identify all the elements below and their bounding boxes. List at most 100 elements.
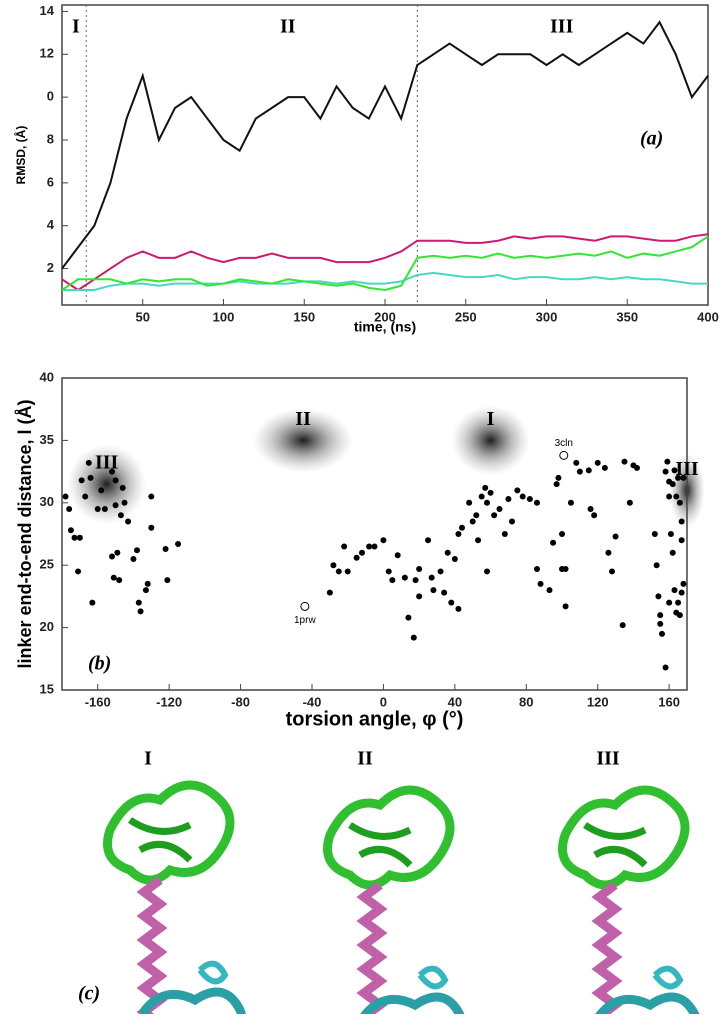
x-axis-label: time, (ns) (354, 319, 416, 335)
scatter-point (410, 634, 417, 641)
scatter-point (496, 506, 503, 513)
scatter-point (655, 593, 662, 600)
scatter-point (676, 612, 683, 619)
x-tick-label: 350 (616, 309, 638, 324)
x-tick-label: 50 (136, 309, 150, 324)
scatter-point (585, 467, 592, 474)
scatter-point (573, 459, 580, 466)
scatter-point (67, 527, 74, 534)
scatter-point (430, 587, 437, 594)
scatter-point (142, 587, 149, 594)
scatter-point (98, 487, 105, 494)
y-tick-label: 4 (47, 217, 55, 232)
x-tick-label: -120 (156, 694, 182, 709)
scatter-point (669, 549, 676, 556)
scatter-point (89, 599, 96, 606)
structure-I (108, 785, 243, 1014)
scatter-point (455, 605, 462, 612)
scatter-point (621, 458, 628, 465)
scatter-point (125, 518, 132, 525)
scatter-point (437, 568, 444, 575)
scatter-point (371, 543, 378, 550)
scatter-point (412, 577, 419, 584)
scatter-point (676, 499, 683, 506)
scatter-point (509, 518, 515, 525)
scatter-point (466, 499, 473, 506)
scatter-point (330, 562, 337, 569)
scatter-point (576, 468, 583, 475)
scatter-point (601, 464, 608, 471)
reference-point (300, 601, 310, 611)
scatter-point (112, 477, 119, 484)
scatter-point (109, 553, 115, 560)
y-tick-label: 6 (47, 174, 54, 189)
x-tick-label: 0 (380, 694, 387, 709)
scatter-point (121, 499, 128, 506)
scatter-point (137, 608, 144, 615)
scatter-point (341, 543, 348, 550)
scatter-point (678, 518, 685, 525)
scatter-point (550, 539, 557, 546)
scatter-point (619, 622, 626, 629)
scatter-point (87, 474, 94, 481)
scatter-point (605, 549, 612, 556)
scatter-point (657, 612, 664, 619)
scatter-point (559, 531, 565, 537)
reference-label: 1prw (294, 615, 316, 626)
scatter-point (71, 534, 78, 541)
scatter-point (519, 493, 526, 500)
scatter-point (626, 499, 633, 506)
scatter-point (82, 493, 89, 500)
structure-II (328, 790, 463, 1014)
scatter-point (491, 512, 498, 519)
y-tick-label: 25 (40, 557, 54, 572)
scatter-point (553, 481, 560, 488)
scatter-point (666, 493, 673, 500)
scatter-point (484, 499, 490, 506)
scatter-point (114, 549, 121, 556)
x-tick-label: 40 (448, 694, 462, 709)
structure-label: III (596, 748, 620, 770)
scatter-point (662, 664, 669, 671)
scatter-point (455, 531, 462, 537)
scatter-point (514, 487, 521, 494)
scatter-point (144, 580, 151, 587)
scatter-point (666, 599, 673, 606)
scatter-point (148, 524, 155, 531)
reference-point (559, 450, 569, 460)
series-line (61, 235, 709, 292)
x-tick-label: 250 (455, 309, 477, 324)
scatter-point (353, 554, 360, 561)
panel-label: (c) (78, 983, 100, 1005)
scatter-point (162, 545, 169, 552)
scatter-point (405, 614, 412, 621)
scatter-point (394, 552, 401, 559)
scatter-point (675, 599, 682, 606)
scatter-point (482, 484, 489, 491)
scatter-point (473, 512, 480, 519)
structure-label: II (357, 748, 373, 770)
scatter-point (344, 568, 351, 575)
scatter-point (653, 562, 660, 569)
density-region (451, 405, 530, 476)
scatter-point (546, 587, 553, 594)
scatter-point (94, 506, 101, 513)
scatter-point (671, 587, 678, 594)
scatter-point (537, 580, 544, 587)
scatter-point (116, 577, 123, 584)
scatter-point (562, 603, 569, 610)
scatter-point (680, 580, 687, 587)
series-line (61, 233, 709, 292)
scatter-point (534, 499, 540, 506)
scatter-point (651, 531, 658, 537)
scatter-point (134, 547, 140, 554)
y-tick-label: 30 (40, 494, 54, 509)
scatter-point (469, 518, 476, 525)
x-tick-label: 120 (587, 694, 609, 709)
plot-frame (61, 377, 688, 691)
reference-label: 3cln (555, 438, 573, 449)
x-tick-label: 300 (536, 309, 558, 324)
region-label: III (675, 458, 699, 480)
scatter-point (76, 534, 83, 541)
scatter-point (478, 493, 485, 500)
